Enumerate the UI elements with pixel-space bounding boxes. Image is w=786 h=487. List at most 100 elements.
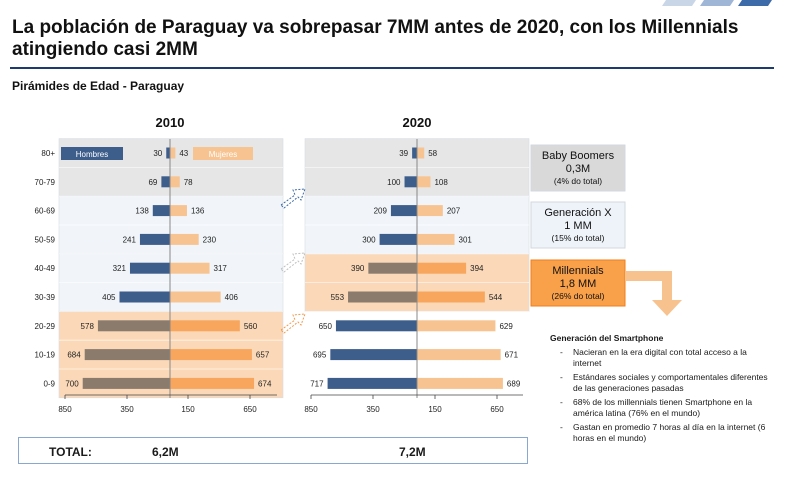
label-mujeres: 657 — [256, 351, 270, 360]
bar-hombres — [330, 349, 417, 361]
label-mujeres: 230 — [203, 235, 217, 244]
bar-mujeres — [417, 349, 501, 361]
bar-mujeres — [170, 176, 180, 188]
bar-mujeres — [417, 291, 485, 303]
bar-mujeres — [417, 147, 425, 159]
generation-share: (15% do total) — [552, 233, 605, 243]
section-subtitle: Pirámides de Edad - Paraguay — [12, 79, 185, 93]
label-mujeres: 108 — [434, 178, 448, 187]
age-group-label: 30-39 — [35, 293, 56, 302]
label-mujeres: 544 — [489, 293, 503, 302]
x-tick-label: 650 — [490, 405, 504, 414]
bar-hombres — [152, 205, 170, 217]
label-hombres: 30 — [153, 149, 162, 158]
x-tick-label: 350 — [366, 405, 380, 414]
label-mujeres: 58 — [428, 149, 437, 158]
label-hombres: 209 — [374, 207, 388, 216]
smartphone-item: Gastan en promedio 7 horas al día en la … — [558, 422, 773, 443]
title-divider — [10, 67, 774, 69]
generation-value: 1 MM — [564, 220, 592, 232]
bar-hombres — [368, 262, 417, 274]
age-group-label: 20-29 — [35, 322, 56, 331]
page-title: La población de Paraguay va sobrepasar 7… — [12, 17, 739, 60]
age-group-label: 10-19 — [35, 351, 56, 360]
bar-mujeres — [170, 377, 255, 389]
x-tick-label: 150 — [181, 405, 195, 414]
label-hombres: 241 — [123, 235, 137, 244]
generation-name: Baby Boomers — [542, 150, 615, 162]
label-mujeres: 43 — [179, 149, 188, 158]
label-hombres: 39 — [399, 149, 408, 158]
legend-mujeres-swatch — [193, 147, 253, 160]
x-tick-label: 850 — [304, 405, 318, 414]
corner-decoration — [662, 0, 772, 6]
bar-hombres — [379, 233, 417, 245]
bar-mujeres — [417, 233, 455, 245]
smartphone-title: Generación del Smartphone — [550, 333, 664, 343]
smartphone-item: 68% de los millennials tienen Smartphone… — [558, 397, 773, 418]
label-hombres: 100 — [387, 178, 401, 187]
generation-box — [530, 144, 626, 192]
generation-box — [530, 259, 626, 307]
label-mujeres: 629 — [499, 322, 513, 331]
age-group-label: 70-79 — [35, 178, 56, 187]
bar-mujeres — [170, 349, 252, 361]
age-group-label: 40-49 — [35, 264, 56, 273]
label-hombres: 553 — [331, 293, 345, 302]
label-mujeres: 560 — [244, 322, 258, 331]
total-label: TOTAL: — [49, 445, 92, 459]
generation-name: Millennials — [552, 265, 604, 277]
label-mujeres: 406 — [225, 293, 239, 302]
smartphone-item: Nacieran en la era digital con total acc… — [558, 347, 773, 368]
bar-hombres — [97, 320, 170, 332]
label-mujeres: 674 — [258, 379, 272, 388]
bar-mujeres — [417, 377, 503, 389]
label-hombres: 300 — [362, 235, 376, 244]
label-hombres: 700 — [65, 379, 79, 388]
panel-title-2010: 2010 — [156, 115, 185, 130]
age-group-label: 80+ — [41, 149, 55, 158]
label-hombres: 695 — [313, 351, 327, 360]
bar-mujeres — [417, 262, 467, 274]
label-hombres: 69 — [148, 178, 157, 187]
label-mujeres: 689 — [507, 379, 521, 388]
generation-value: 1,8 MM — [560, 278, 597, 290]
connector-arrow-genx — [280, 252, 306, 273]
bar-mujeres — [170, 320, 240, 332]
panel-title-2020: 2020 — [403, 115, 432, 130]
bar-hombres — [161, 176, 170, 188]
bar-mujeres — [417, 205, 443, 217]
label-hombres: 717 — [310, 379, 324, 388]
label-hombres: 321 — [113, 264, 127, 273]
label-hombres: 578 — [81, 322, 95, 331]
bar-hombres — [327, 377, 417, 389]
age-group-label: 0-9 — [43, 379, 55, 388]
bar-mujeres — [170, 262, 210, 274]
generation-box — [530, 201, 626, 249]
bar-hombres — [119, 291, 170, 303]
total-2010: 6,2M — [152, 445, 179, 459]
connector-arrow-boomers — [280, 188, 306, 209]
legend-hombres-swatch — [61, 147, 123, 160]
bar-mujeres — [170, 291, 221, 303]
label-mujeres: 78 — [184, 178, 193, 187]
bar-hombres — [335, 320, 417, 332]
label-hombres: 650 — [319, 322, 333, 331]
label-mujeres: 317 — [214, 264, 228, 273]
age-group-label: 60-69 — [35, 207, 56, 216]
bar-mujeres — [417, 176, 431, 188]
bar-hombres — [404, 176, 417, 188]
legend-hombres: Hombres — [76, 150, 108, 159]
label-hombres: 684 — [67, 351, 81, 360]
bar-hombres — [129, 262, 170, 274]
smartphone-list: Nacieran en la era digital con total acc… — [558, 347, 773, 447]
label-mujeres: 136 — [191, 207, 205, 216]
generation-value: 0,3M — [566, 163, 590, 175]
millennial-arrow — [625, 271, 682, 316]
label-mujeres: 671 — [505, 351, 519, 360]
label-mujeres: 301 — [459, 235, 473, 244]
bar-hombres — [166, 147, 170, 159]
label-hombres: 138 — [135, 207, 149, 216]
label-hombres: 405 — [102, 293, 116, 302]
